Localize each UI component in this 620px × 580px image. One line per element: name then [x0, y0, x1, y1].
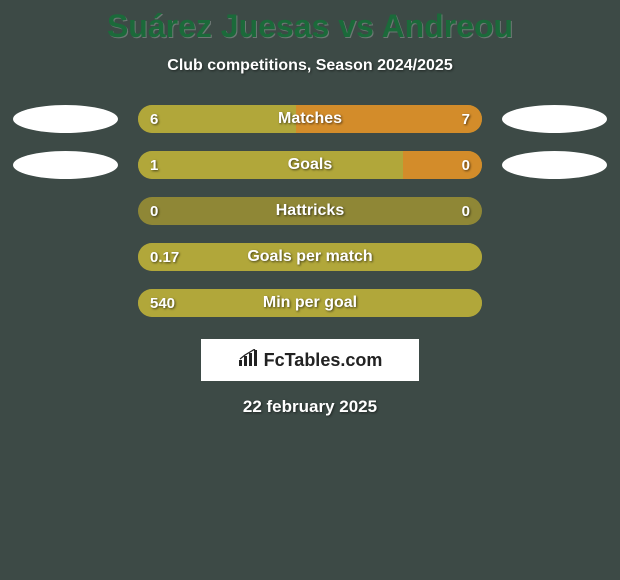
date: 22 february 2025 — [0, 397, 620, 417]
logo-text: FcTables.com — [264, 350, 383, 371]
stat-bar: 10Goals — [138, 151, 482, 179]
subtitle: Club competitions, Season 2024/2025 — [0, 57, 620, 75]
logo: FcTables.com — [238, 349, 383, 372]
page-title: Suárez Juesas vs Andreou — [0, 0, 620, 45]
left-value: 0 — [150, 197, 158, 225]
stat-row: 67Matches — [10, 105, 610, 133]
stat-bar: 540Min per goal — [138, 289, 482, 317]
right-value: 7 — [462, 105, 470, 133]
bar-left-fill — [138, 289, 482, 317]
right-ellipse — [502, 151, 607, 179]
stat-row: 10Goals — [10, 151, 610, 179]
stat-row: 540Min per goal — [10, 289, 610, 317]
right-value: 0 — [462, 151, 470, 179]
logo-box: FcTables.com — [201, 339, 419, 381]
left-value: 540 — [150, 289, 175, 317]
stat-bar: 0.17Goals per match — [138, 243, 482, 271]
left-ellipse — [13, 151, 118, 179]
left-value: 0.17 — [150, 243, 179, 271]
stat-row: 0.17Goals per match — [10, 243, 610, 271]
bar-left-fill — [138, 243, 482, 271]
bar-chart-icon — [238, 349, 260, 372]
left-value: 6 — [150, 105, 158, 133]
stat-bar: 67Matches — [138, 105, 482, 133]
left-value: 1 — [150, 151, 158, 179]
stat-label: Hattricks — [138, 197, 482, 225]
bar-left-fill — [138, 105, 296, 133]
bar-right-fill — [296, 105, 482, 133]
right-ellipse — [502, 105, 607, 133]
stat-rows: 67Matches10Goals00Hattricks0.17Goals per… — [0, 105, 620, 317]
comparison-card: Suárez Juesas vs Andreou Club competitio… — [0, 0, 620, 580]
bar-left-fill — [138, 151, 403, 179]
stat-bar: 0 0Hattricks — [138, 197, 482, 225]
bar-right-fill — [403, 151, 482, 179]
stat-row: 0 0Hattricks — [10, 197, 610, 225]
right-value: 0 — [462, 197, 470, 225]
left-ellipse — [13, 105, 118, 133]
